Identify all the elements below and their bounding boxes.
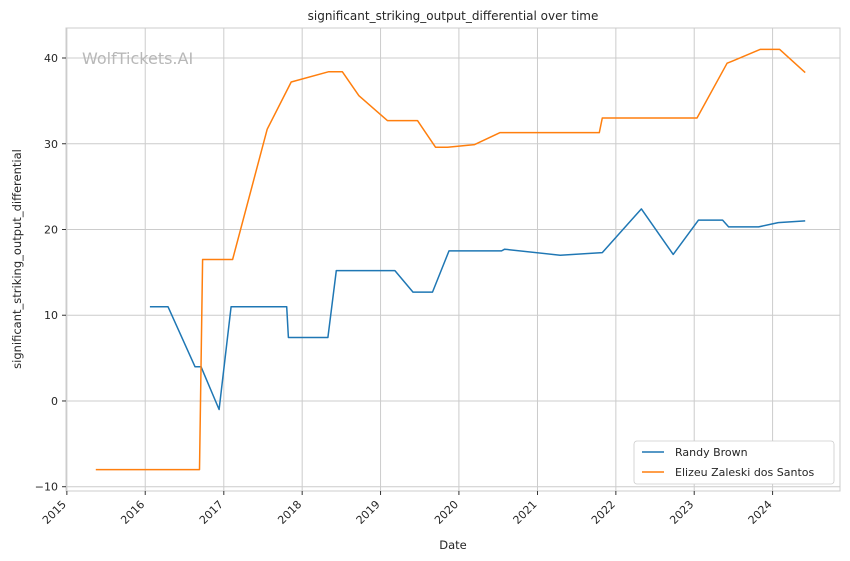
y-tick-label: 40 <box>44 52 58 65</box>
data-series <box>95 48 806 471</box>
x-tick-label: 2024 <box>746 498 775 527</box>
series-line-elizeu-zaleski-dos-santos <box>95 48 806 471</box>
x-tick-label: 2017 <box>197 498 226 527</box>
y-tick-label: 10 <box>44 309 58 322</box>
plot-background <box>65 27 841 492</box>
x-tick-label: 2023 <box>667 498 696 527</box>
x-tick-label: 2016 <box>118 498 147 527</box>
x-tick-label: 2022 <box>589 498 618 527</box>
legend-box <box>633 440 835 485</box>
grid-lines <box>66 28 840 491</box>
legend-label-elizeu-zaleski-dos-santos: Elizeu Zaleski dos Santos <box>675 466 815 479</box>
y-tick-label: 0 <box>51 395 58 408</box>
y-tick-label: −10 <box>35 481 58 494</box>
x-axis-label: Date <box>439 538 467 552</box>
series-line-randy-brown <box>149 208 806 411</box>
legend-label-randy-brown: Randy Brown <box>675 446 748 459</box>
x-tick-label: 2019 <box>354 498 383 527</box>
y-axis-label: significant_striking_output_differential <box>10 149 24 369</box>
x-tick-label: 2020 <box>432 498 461 527</box>
y-tick-label: 30 <box>44 138 58 151</box>
chart-title: significant_striking_output_differential… <box>308 9 599 23</box>
legend: Randy Brown Elizeu Zaleski dos Santos <box>633 440 835 485</box>
x-tick-label: 2021 <box>511 498 540 527</box>
y-tick-label: 20 <box>44 223 58 236</box>
x-tick-label: 2018 <box>275 498 304 527</box>
x-tick-label: 2015 <box>40 498 69 527</box>
watermark-text: WolfTickets.AI <box>82 49 193 68</box>
